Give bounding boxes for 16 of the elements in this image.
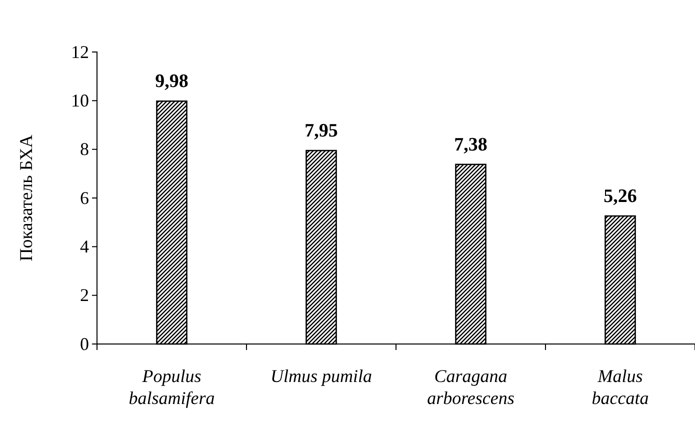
- data-label: 9,98: [155, 71, 188, 92]
- x-tick-label: Ulmus pumila: [270, 366, 372, 386]
- y-tick-label: 6: [80, 188, 89, 208]
- x-tick-label: Populus balsamifera: [128, 366, 215, 408]
- data-label: 7,95: [304, 120, 338, 142]
- y-axis-title: Показатель БХА: [16, 134, 36, 262]
- x-tick-label: Caragana arborescens: [427, 366, 514, 408]
- y-tick-label: 2: [80, 285, 89, 306]
- x-tick-label: Malus baccata: [592, 366, 649, 408]
- y-tick-label: 10: [71, 90, 89, 110]
- y-tick-label: 4: [80, 236, 89, 256]
- y-tick-label: 0: [80, 334, 89, 354]
- y-tick-label: 12: [71, 42, 89, 62]
- data-label: 7,38: [454, 134, 488, 156]
- data-label: 5,26: [604, 186, 637, 208]
- y-tick-label: 8: [80, 139, 89, 160]
